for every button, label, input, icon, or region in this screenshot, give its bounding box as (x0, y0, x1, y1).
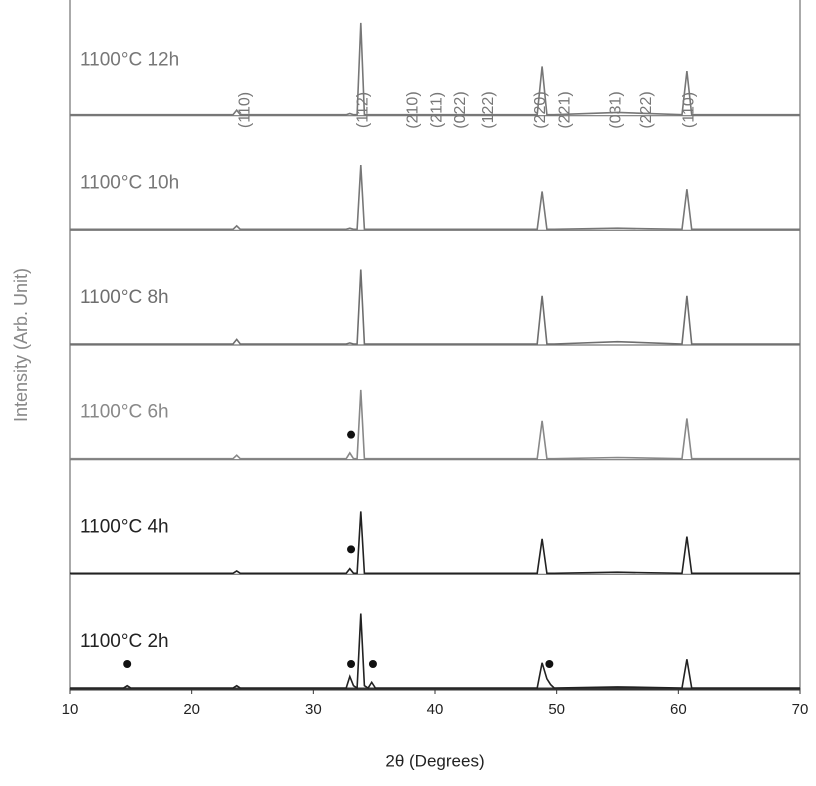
x-tick-label: 50 (548, 701, 565, 718)
impurity-marker (123, 660, 132, 668)
peak-label: (110) (681, 92, 698, 128)
x-tick-label: 70 (792, 701, 809, 718)
x-tick-label: 10 (62, 701, 79, 718)
peak-label: (211) (429, 92, 446, 128)
series-label: 1100°C 2h (80, 631, 169, 652)
impurity-marker (347, 660, 356, 668)
xrd-pattern (70, 389, 800, 460)
x-tick-label: 40 (427, 701, 444, 718)
peak-label: (221) (556, 91, 573, 128)
xrd-pattern (70, 269, 800, 345)
impurity-marker (545, 660, 554, 668)
peak-label: (112) (354, 92, 371, 128)
peak-label: (220) (532, 91, 549, 128)
series-label: 1100°C 10h (80, 172, 179, 193)
xrd-pattern (70, 22, 800, 116)
series-label: 1100°C 8h (80, 287, 169, 308)
impurity-marker (368, 660, 377, 668)
series-label: 1100°C 6h (80, 402, 169, 423)
x-tick-label: 20 (183, 701, 200, 718)
impurity-marker (347, 430, 356, 439)
x-axis-label: 2θ (Degrees) (385, 751, 484, 770)
peak-label: (122) (480, 91, 497, 128)
series-label: 1100°C 12h (80, 50, 179, 71)
xrd-pattern (70, 613, 800, 690)
peak-label: (031) (608, 91, 625, 128)
x-tick-label: 60 (670, 701, 687, 718)
impurity-marker (347, 545, 356, 554)
peak-label: (110) (236, 92, 253, 128)
y-axis-label: Intensity (Arb. Unit) (11, 268, 31, 422)
xrd-pattern (70, 165, 800, 231)
series-label: 1100°C 4h (80, 516, 169, 537)
peak-label: (222) (638, 91, 655, 128)
xrd-pattern (70, 511, 800, 575)
x-tick-label: 30 (305, 701, 322, 718)
peak-label: (022) (452, 91, 469, 128)
peak-label: (210) (404, 91, 421, 128)
